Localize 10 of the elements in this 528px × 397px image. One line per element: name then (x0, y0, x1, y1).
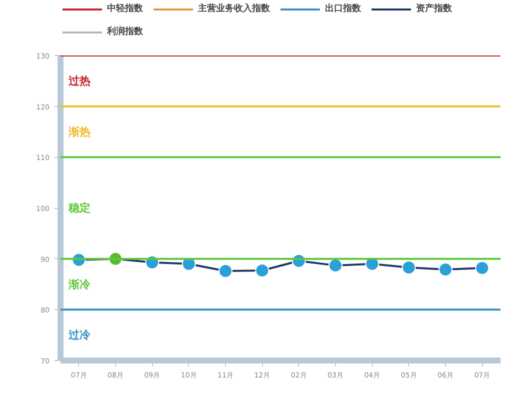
legend-label: 中轻指数 (107, 2, 143, 15)
annotation: 渐冷 (68, 278, 92, 291)
annotation: 过冷 (68, 328, 92, 342)
legend-label: 出口指数 (325, 2, 361, 15)
legend-label: 资产指数 (416, 2, 452, 15)
legend-label: 主营业务收入指数 (198, 2, 270, 15)
annotation: 过热 (68, 74, 90, 88)
annotation: 渐热 (68, 125, 90, 138)
annotation: 稳定 (68, 202, 90, 214)
legend-label: 利润指数 (107, 25, 143, 38)
